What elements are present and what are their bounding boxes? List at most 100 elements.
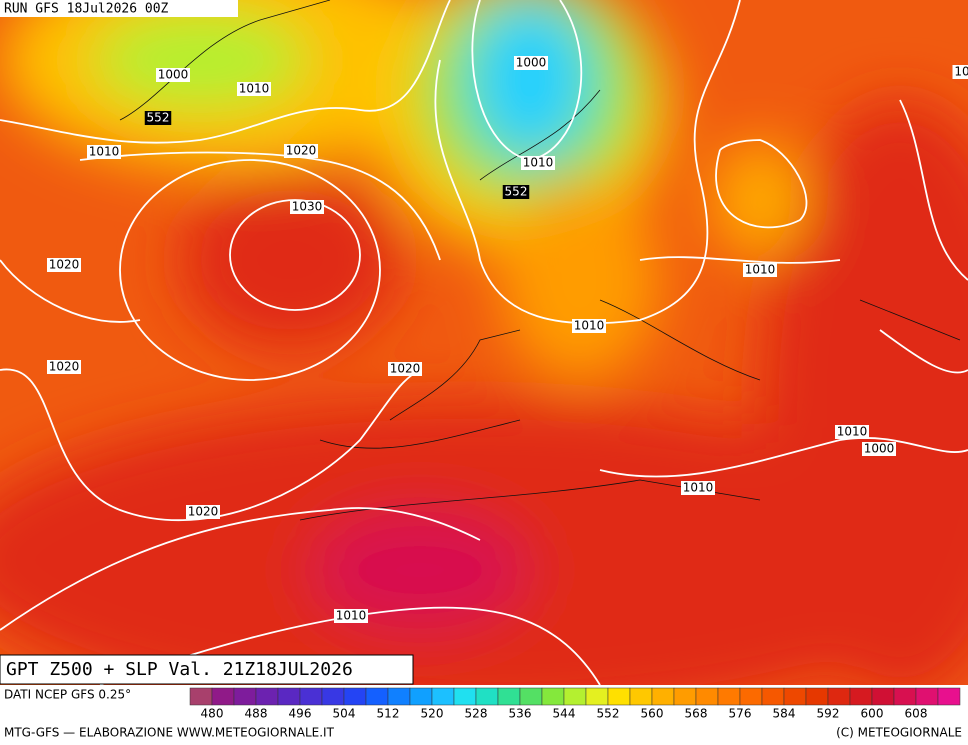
colorbar-label: 592 [817, 707, 840, 721]
contour-label: 1010 [239, 82, 270, 96]
contour-label: 1010 [523, 156, 554, 170]
contour-label: 552 [505, 185, 528, 199]
header-box [0, 0, 238, 17]
contour-label: 1010 [336, 609, 367, 623]
colorbar-swatch [277, 687, 301, 706]
colorbar-swatch [849, 687, 873, 706]
colorbar-swatch [805, 687, 829, 706]
contour-label: 1010 [745, 263, 776, 277]
colorbar-swatch [409, 687, 433, 706]
colorbar-label: 528 [465, 707, 488, 721]
colorbar-label: 552 [597, 707, 620, 721]
contour-label-bg [47, 360, 81, 374]
colorbar-label: 568 [685, 707, 708, 721]
contour-label: 1000 [864, 442, 895, 456]
contour-label-bg [334, 609, 368, 623]
colorbar-swatch [695, 687, 719, 706]
colorbar-swatch [629, 687, 653, 706]
colorbar-swatch [739, 687, 763, 706]
contour-label-bg [521, 156, 555, 170]
colorbar-label: 560 [641, 707, 664, 721]
colorbar-swatch [475, 687, 499, 706]
contour-label: 1010 [574, 319, 605, 333]
colorbar-swatch [673, 687, 697, 706]
contour-label-bg [144, 111, 172, 125]
contour-label-bg [514, 56, 548, 70]
contour-label-bg [290, 200, 324, 214]
contour-label: 1020 [49, 360, 80, 374]
contour-label: 1000 [158, 68, 189, 82]
colorbar-label: 488 [245, 707, 268, 721]
colorbar-swatch [431, 687, 455, 706]
contour-label-bg [156, 68, 190, 82]
colorbar-swatch [211, 687, 235, 706]
colorbar-swatch [453, 687, 477, 706]
contour-label: 1010 [837, 425, 868, 439]
source-label: DATI NCEP GFS 0.25° [4, 688, 131, 702]
colorbar-label: 504 [333, 707, 356, 721]
colorbar-swatch [761, 687, 785, 706]
colorbar: 480 488 496 504 512 520 528 536 544 552 560 568 576 5… [189, 687, 961, 721]
colorbar-swatch [893, 687, 917, 706]
colorbar-label: 608 [905, 707, 928, 721]
colorbar-swatch [189, 687, 213, 706]
colorbar-swatch [497, 687, 521, 706]
footer-left: MTG-GFS — ELABORAZIONE WWW.METEOGIORNALE… [4, 726, 335, 740]
contour-label: 1000 [516, 56, 547, 70]
colorbar-swatch [937, 687, 961, 706]
colorbar-swatch [915, 687, 939, 706]
contour-label: 10 [954, 65, 968, 79]
contour-label: 1020 [188, 505, 219, 519]
colorbar-swatch [519, 687, 543, 706]
colorbar-label: 576 [729, 707, 752, 721]
colorbar-swatch [255, 687, 279, 706]
colorbar-label: 496 [289, 707, 312, 721]
colorbar-label: 584 [773, 707, 796, 721]
colorbar-swatch [871, 687, 895, 706]
run-label: RUN GFS 18Jul2026 00Z [4, 2, 169, 17]
colorbar-swatch [233, 687, 257, 706]
contour-label-bg [87, 145, 121, 159]
contour-label-bg [681, 481, 715, 495]
colorbar-swatch [299, 687, 323, 706]
footer-right: (C) METEOGIORNALE [836, 726, 962, 740]
contour-label: 1020 [390, 362, 421, 376]
contour-label-bg [388, 362, 422, 376]
contour-label-bg [47, 258, 81, 272]
colorbar-swatch [607, 687, 631, 706]
colorbar-swatch [827, 687, 851, 706]
contour-label-bg [284, 144, 318, 158]
map [0, 0, 968, 685]
map-title: GPT Z500 + SLP Val. 21Z18JUL2026 [6, 659, 353, 680]
contour-label: 1010 [89, 145, 120, 159]
colorbar-swatch [541, 687, 565, 706]
colorbar-swatch [651, 687, 675, 706]
contour-label-bg [835, 425, 869, 439]
colorbar-swatch [343, 687, 367, 706]
colorbar-label: 480 [201, 707, 224, 721]
contour-label: 1020 [49, 258, 80, 272]
colorbar-label: 520 [421, 707, 444, 721]
contour-label-bg [952, 65, 968, 79]
contour-label-bg [186, 505, 220, 519]
contour-label-bg [743, 263, 777, 277]
colorbar-swatch [563, 687, 587, 706]
colorbar-label: 600 [861, 707, 884, 721]
colorbar-swatch [365, 687, 389, 706]
contour-label-bg [502, 185, 530, 199]
colorbar-label: 512 [377, 707, 400, 721]
colorbar-swatch [321, 687, 345, 706]
colorbar-swatch [387, 687, 411, 706]
contour-label-bg [237, 82, 271, 96]
colorbar-label: 544 [553, 707, 576, 721]
colorbar-swatch [783, 687, 807, 706]
contour-label: 552 [147, 111, 170, 125]
contour-label: 1020 [286, 144, 317, 158]
contour-label-bg [862, 442, 896, 456]
contour-label-bg [572, 319, 606, 333]
contour-labels: 1000 1010 552 1010 1020 1030 1020 1020 1020 1020 1… [47, 56, 968, 623]
colorbar-swatch [717, 687, 741, 706]
contour-label: 1030 [292, 200, 323, 214]
contour-label: 1010 [683, 481, 714, 495]
